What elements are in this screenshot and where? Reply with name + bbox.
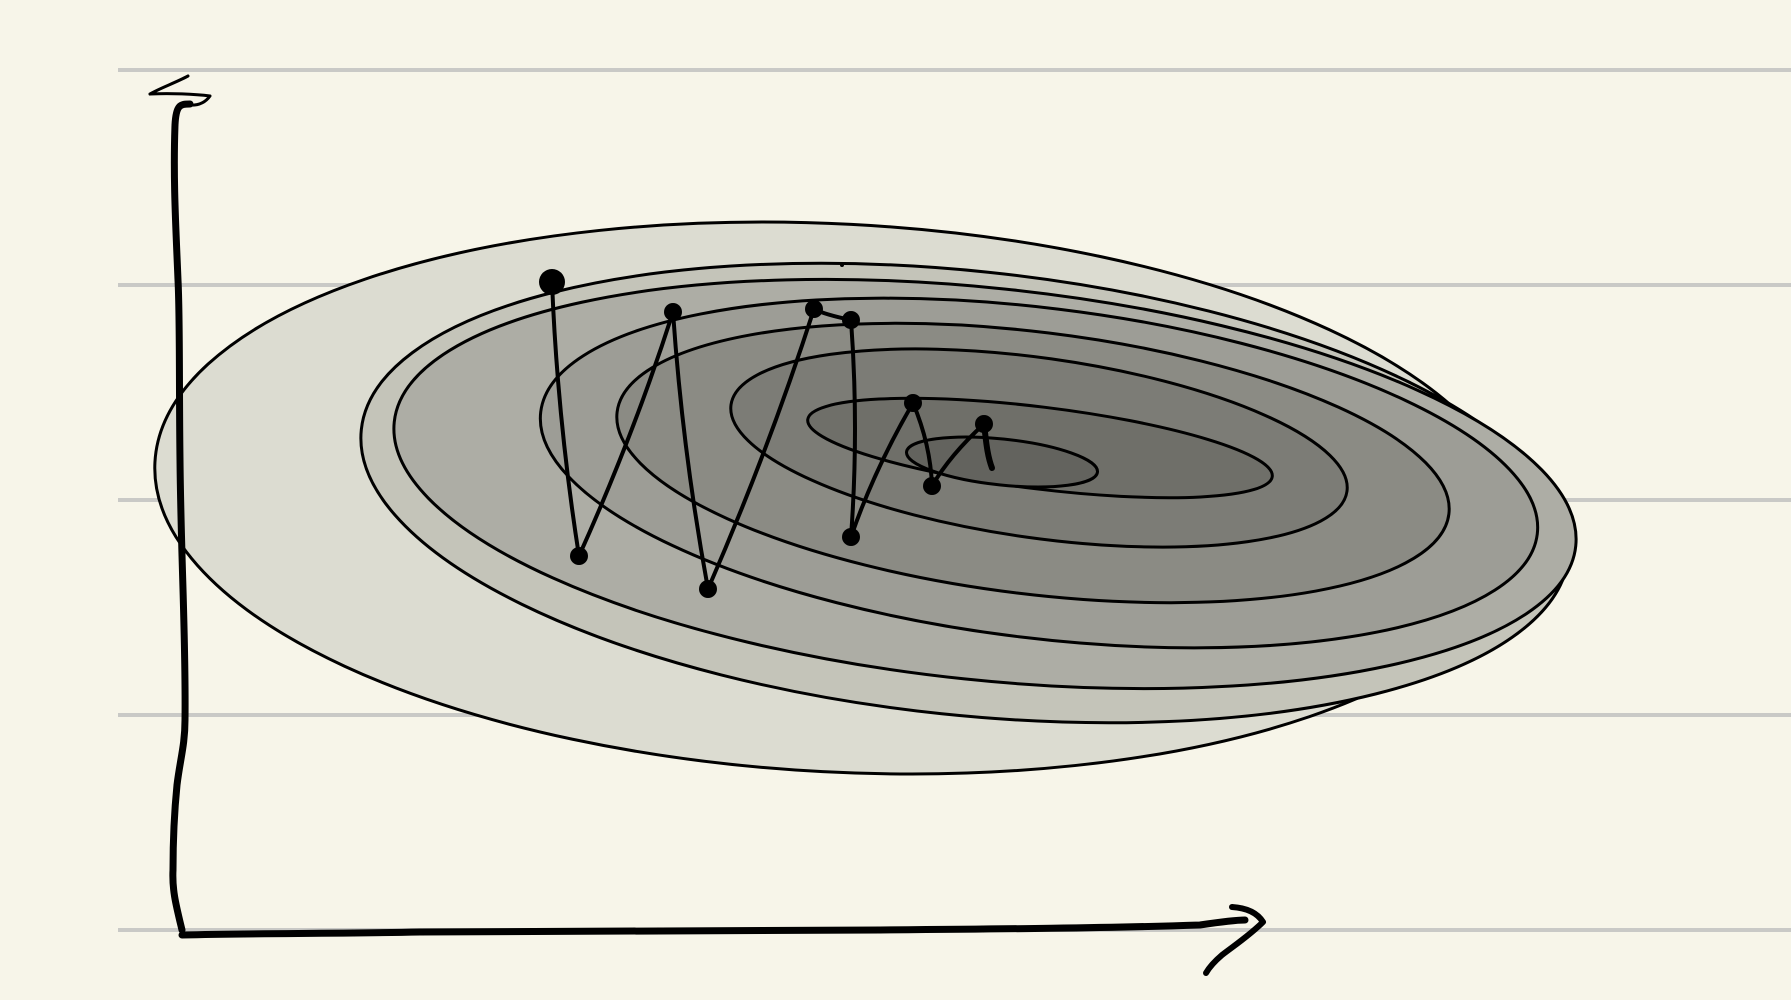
stray-ink-dot bbox=[840, 263, 844, 267]
x-axis-arrowhead bbox=[1203, 904, 1266, 976]
path-point bbox=[923, 477, 941, 495]
path-point bbox=[975, 415, 993, 433]
y-axis-arrowhead bbox=[148, 74, 212, 107]
contour-ellipse bbox=[904, 435, 1100, 489]
path-point bbox=[539, 269, 565, 295]
path-point bbox=[699, 580, 717, 598]
path-point bbox=[842, 311, 860, 329]
path-point bbox=[842, 528, 860, 546]
path-point bbox=[805, 300, 823, 318]
path-point bbox=[664, 303, 682, 321]
x-axis-line bbox=[178, 916, 1249, 939]
path-point bbox=[570, 547, 588, 565]
y-axis-line bbox=[169, 100, 194, 934]
contour-plot bbox=[153, 220, 1578, 776]
descent-path bbox=[539, 263, 995, 598]
axes bbox=[148, 74, 1266, 976]
path-point bbox=[904, 394, 922, 412]
